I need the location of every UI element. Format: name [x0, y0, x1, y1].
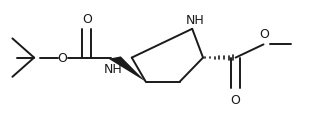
Text: O: O [57, 52, 67, 65]
Text: NH: NH [185, 14, 204, 27]
Text: NH: NH [104, 63, 122, 76]
Text: O: O [259, 28, 269, 41]
Polygon shape [108, 56, 146, 82]
Text: O: O [82, 13, 92, 26]
Text: O: O [231, 94, 241, 107]
